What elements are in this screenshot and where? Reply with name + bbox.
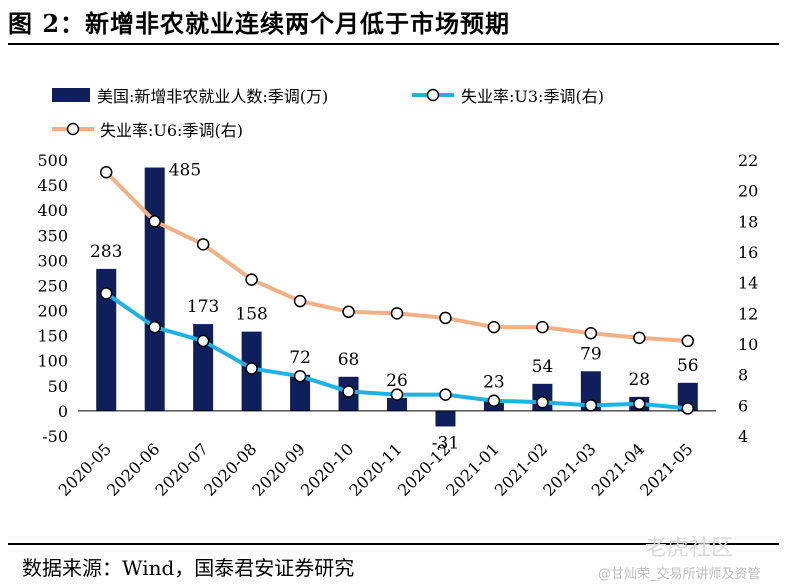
u6-point — [196, 238, 210, 251]
u3-point — [439, 388, 452, 401]
u3-point — [584, 399, 598, 412]
bar — [290, 374, 311, 411]
u6-point — [584, 327, 598, 340]
y-tick-label: 150 — [37, 327, 68, 346]
bar-data-label: 28 — [628, 370, 650, 390]
x-tick-label: 2020-10 — [297, 439, 357, 499]
bar-data-label: 158 — [235, 305, 267, 325]
y2-tick-label: 20 — [738, 182, 758, 201]
y2-tick-label: 16 — [738, 243, 758, 262]
bar-data-label: 68 — [338, 350, 360, 370]
u6-point — [293, 294, 307, 308]
x-tick-label: 2020-09 — [248, 439, 308, 499]
y-tick-label: -50 — [42, 427, 68, 446]
title-rule — [8, 43, 779, 45]
legend-marker-u6 — [66, 122, 80, 136]
y2-tick-label: 22 — [738, 151, 758, 170]
x-tick-label: 2020-12 — [394, 439, 454, 499]
u6-point — [681, 334, 695, 348]
y-tick-label: 500 — [37, 151, 68, 170]
y2-tick-label: 8 — [738, 366, 748, 385]
x-axis-labels: 2020-052020-062020-072020-082020-092020-… — [55, 439, 697, 499]
u3-point — [633, 397, 646, 411]
footer-rule — [8, 543, 779, 545]
y2-tick-label: 4 — [738, 427, 748, 446]
y-tick-label: 400 — [37, 201, 68, 220]
bar-data-label: 56 — [677, 356, 699, 376]
x-tick-label: 2020-05 — [55, 439, 115, 499]
legend-marker-u3 — [426, 88, 440, 102]
y2-tick-label: 18 — [738, 212, 758, 231]
y-tick-label: 0 — [58, 402, 68, 421]
bar — [144, 167, 165, 411]
u6-point — [390, 307, 404, 320]
y-tick-label: 450 — [37, 176, 68, 195]
bar-data-label: 54 — [532, 357, 554, 377]
legend-label-bar: 美国:新增非农就业人数:季调(万) — [97, 87, 328, 106]
bar — [435, 410, 456, 427]
u6-point — [439, 311, 452, 325]
figure-title: 图 2：新增非农就业连续两个月低于市场预期 — [8, 9, 511, 38]
legend-label-u6: 失业率:U6:季调(右) — [100, 121, 243, 140]
u3-point — [342, 385, 355, 398]
u6-point — [148, 215, 161, 228]
y2-tick-label: 10 — [738, 335, 758, 354]
y2-tick-label: 12 — [738, 304, 758, 323]
y-axis-right: 22 20 18 16 14 12 10 8 6 4 — [738, 151, 758, 446]
x-tick-label: 2021-04 — [588, 439, 648, 499]
watermark-handle: @甘灿荣_交易所讲师及资管 — [598, 567, 761, 582]
line-series — [99, 166, 695, 415]
bar-data-labels: 283 485 173 158 72 68 26 -31 23 54 79 28 56 — [90, 161, 699, 454]
x-tick-label: 2021-02 — [491, 439, 551, 499]
u3-point — [245, 362, 258, 375]
y-tick-label: 300 — [37, 251, 68, 270]
legend: 美国:新增非农就业人数:季调(万) 失业率:U3:季调(右) 失业率:U6:季调… — [52, 87, 604, 140]
bar-data-label: -31 — [432, 433, 459, 453]
y-tick-label: 200 — [37, 302, 68, 321]
watermark-brand: 老虎社区 — [645, 536, 734, 561]
u6-point — [99, 166, 113, 179]
y-tick-label: 350 — [37, 226, 68, 245]
x-tick-label: 2021-05 — [636, 439, 696, 499]
u6-point — [342, 305, 355, 319]
bar-data-label: 283 — [90, 242, 122, 262]
x-tick-label: 2020-06 — [103, 439, 163, 499]
y-tick-label: 250 — [37, 276, 68, 295]
bar-data-label: 79 — [580, 344, 602, 364]
u3-point — [148, 320, 161, 334]
y2-tick-label: 14 — [738, 274, 758, 293]
y2-tick-label: 6 — [738, 396, 748, 415]
bar-data-label: 485 — [169, 161, 201, 181]
x-tick-label: 2021-03 — [539, 439, 599, 499]
legend-label-u3: 失业率:U3:季调(右) — [461, 87, 604, 106]
x-tick-label: 2020-07 — [152, 439, 212, 499]
source-note: 数据来源：Wind，国泰君安证券研究 — [22, 556, 355, 580]
bar — [580, 371, 601, 411]
x-tick-label: 2020-11 — [345, 439, 405, 499]
y-tick-label: 100 — [37, 352, 68, 371]
u6-point — [536, 320, 549, 334]
bar-data-label: 26 — [386, 371, 408, 391]
u3-point — [196, 334, 210, 348]
u3-point — [487, 394, 501, 407]
bar-data-label: 173 — [187, 297, 219, 317]
u3-point — [681, 402, 695, 415]
bar — [96, 268, 117, 411]
u3-point — [99, 287, 113, 300]
u6-point — [487, 320, 501, 334]
bar — [387, 397, 407, 411]
u3-point — [536, 396, 549, 409]
x-tick-label: 2020-08 — [200, 439, 260, 499]
u6-point — [633, 331, 646, 345]
bar — [677, 382, 698, 411]
u3-point — [390, 388, 404, 401]
y-tick-label: 50 — [48, 377, 68, 396]
legend-swatch-bar — [52, 88, 90, 102]
bar-data-label: 72 — [289, 348, 311, 368]
u3-point — [293, 369, 307, 383]
bar-data-label: 23 — [483, 372, 505, 392]
u6-point — [245, 273, 258, 286]
